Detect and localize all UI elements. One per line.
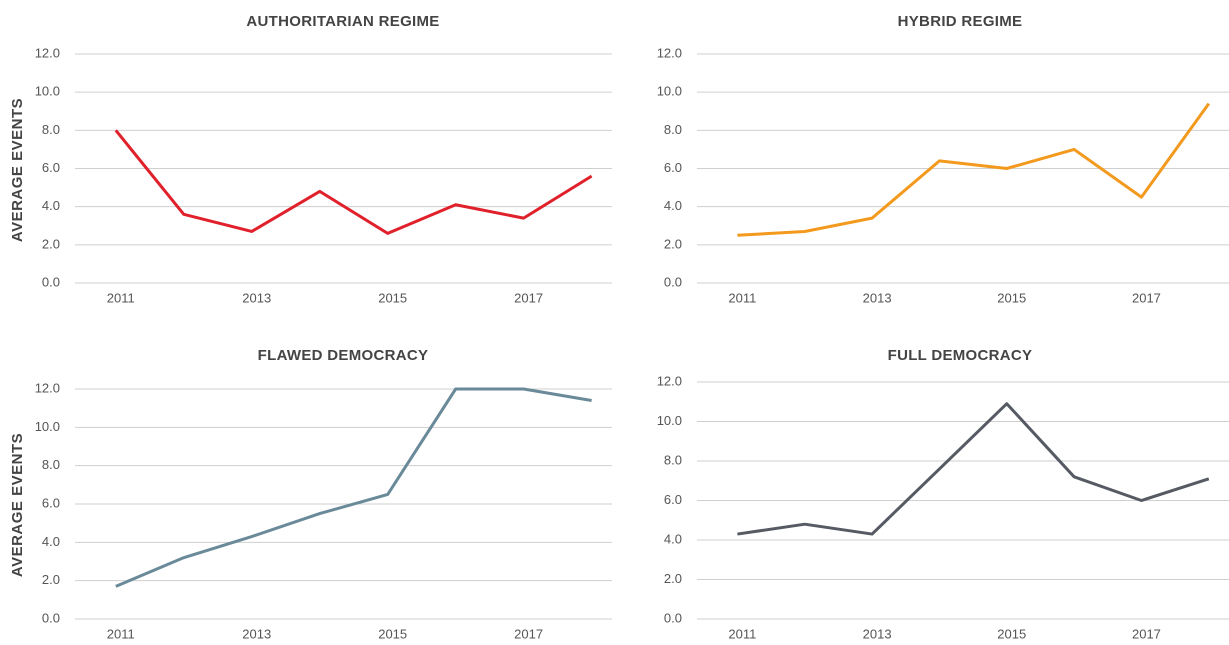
y-tick-label: 2.0	[42, 572, 60, 587]
x-tick-label: 2017	[1132, 626, 1161, 641]
x-tick-label: 2017	[514, 626, 543, 641]
data-line	[737, 402, 1210, 536]
chart-panel: AUTHORITARIAN REGIME AVERAGE EVENTS 0.0 2.0…	[9, 13, 612, 305]
chart-title: HYBRID REGIME	[898, 13, 1023, 30]
y-tick-label: 8.0	[42, 457, 60, 472]
data-line	[114, 129, 593, 235]
x-tick-label: 2013	[242, 290, 271, 305]
y-tick-label: 2.0	[664, 571, 682, 586]
y-tick-label: 8.0	[664, 452, 682, 467]
chart-title: AUTHORITARIAN REGIME	[246, 13, 439, 30]
x-tick-label: 2013	[863, 626, 892, 641]
y-tick-label: 12.0	[657, 45, 682, 60]
x-tick-label: 2011	[107, 290, 135, 305]
chart-title: FULL DEMOCRACY	[888, 347, 1033, 364]
y-tick-label: 6.0	[664, 160, 682, 175]
y-tick-label: 0.0	[664, 610, 682, 625]
y-tick-label: 8.0	[42, 122, 60, 137]
x-tick-label: 2011	[728, 626, 756, 641]
y-tick-label: 6.0	[664, 492, 682, 507]
y-tick-label: 0.0	[42, 274, 60, 289]
y-tick-label: 10.0	[657, 413, 682, 428]
x-tick-label: 2013	[863, 290, 892, 305]
data-line	[115, 387, 592, 588]
y-tick-label: 4.0	[664, 198, 682, 213]
y-tick-label: 10.0	[35, 84, 60, 99]
y-axis-label: AVERAGE EVENTS	[9, 98, 26, 242]
x-tick-label: 2017	[1132, 290, 1161, 305]
x-tick-label: 2015	[997, 290, 1026, 305]
x-tick-label: 2011	[107, 626, 135, 641]
y-tick-label: 4.0	[664, 531, 682, 546]
x-tick-label: 2011	[728, 290, 756, 305]
chart-panel: HYBRID REGIME 0.0 2.0 4.0 6.0 8.0 10.0 12.0 2011…	[657, 13, 1229, 305]
y-tick-label: 12.0	[35, 45, 60, 60]
y-tick-label: 10.0	[35, 419, 60, 434]
y-tick-label: 12.0	[35, 380, 60, 395]
y-tick-label: 6.0	[42, 160, 60, 175]
y-tick-label: 0.0	[42, 610, 60, 625]
y-tick-label: 10.0	[657, 84, 682, 99]
y-axis-label: AVERAGE EVENTS	[9, 433, 26, 577]
chart-panel: FULL DEMOCRACY 0.0 2.0 4.0 6.0 8.0 10.0 12.0 201…	[657, 347, 1229, 641]
x-tick-label: 2015	[378, 626, 407, 641]
x-tick-label: 2015	[378, 290, 407, 305]
y-tick-label: 8.0	[664, 122, 682, 137]
data-line	[737, 102, 1211, 237]
x-tick-label: 2017	[514, 290, 543, 305]
chart-panel: FLAWED DEMOCRACY AVERAGE EVENTS 0.0 2.0 4.0 6…	[9, 347, 612, 641]
y-tick-label: 0.0	[664, 274, 682, 289]
y-tick-label: 2.0	[42, 236, 60, 251]
y-tick-label: 2.0	[664, 236, 682, 251]
x-tick-label: 2013	[242, 626, 271, 641]
x-tick-label: 2015	[997, 626, 1026, 641]
y-tick-label: 6.0	[42, 495, 60, 510]
y-tick-label: 4.0	[42, 198, 60, 213]
y-tick-label: 4.0	[42, 534, 60, 549]
chart-title: FLAWED DEMOCRACY	[258, 347, 429, 364]
y-tick-label: 12.0	[657, 373, 682, 388]
